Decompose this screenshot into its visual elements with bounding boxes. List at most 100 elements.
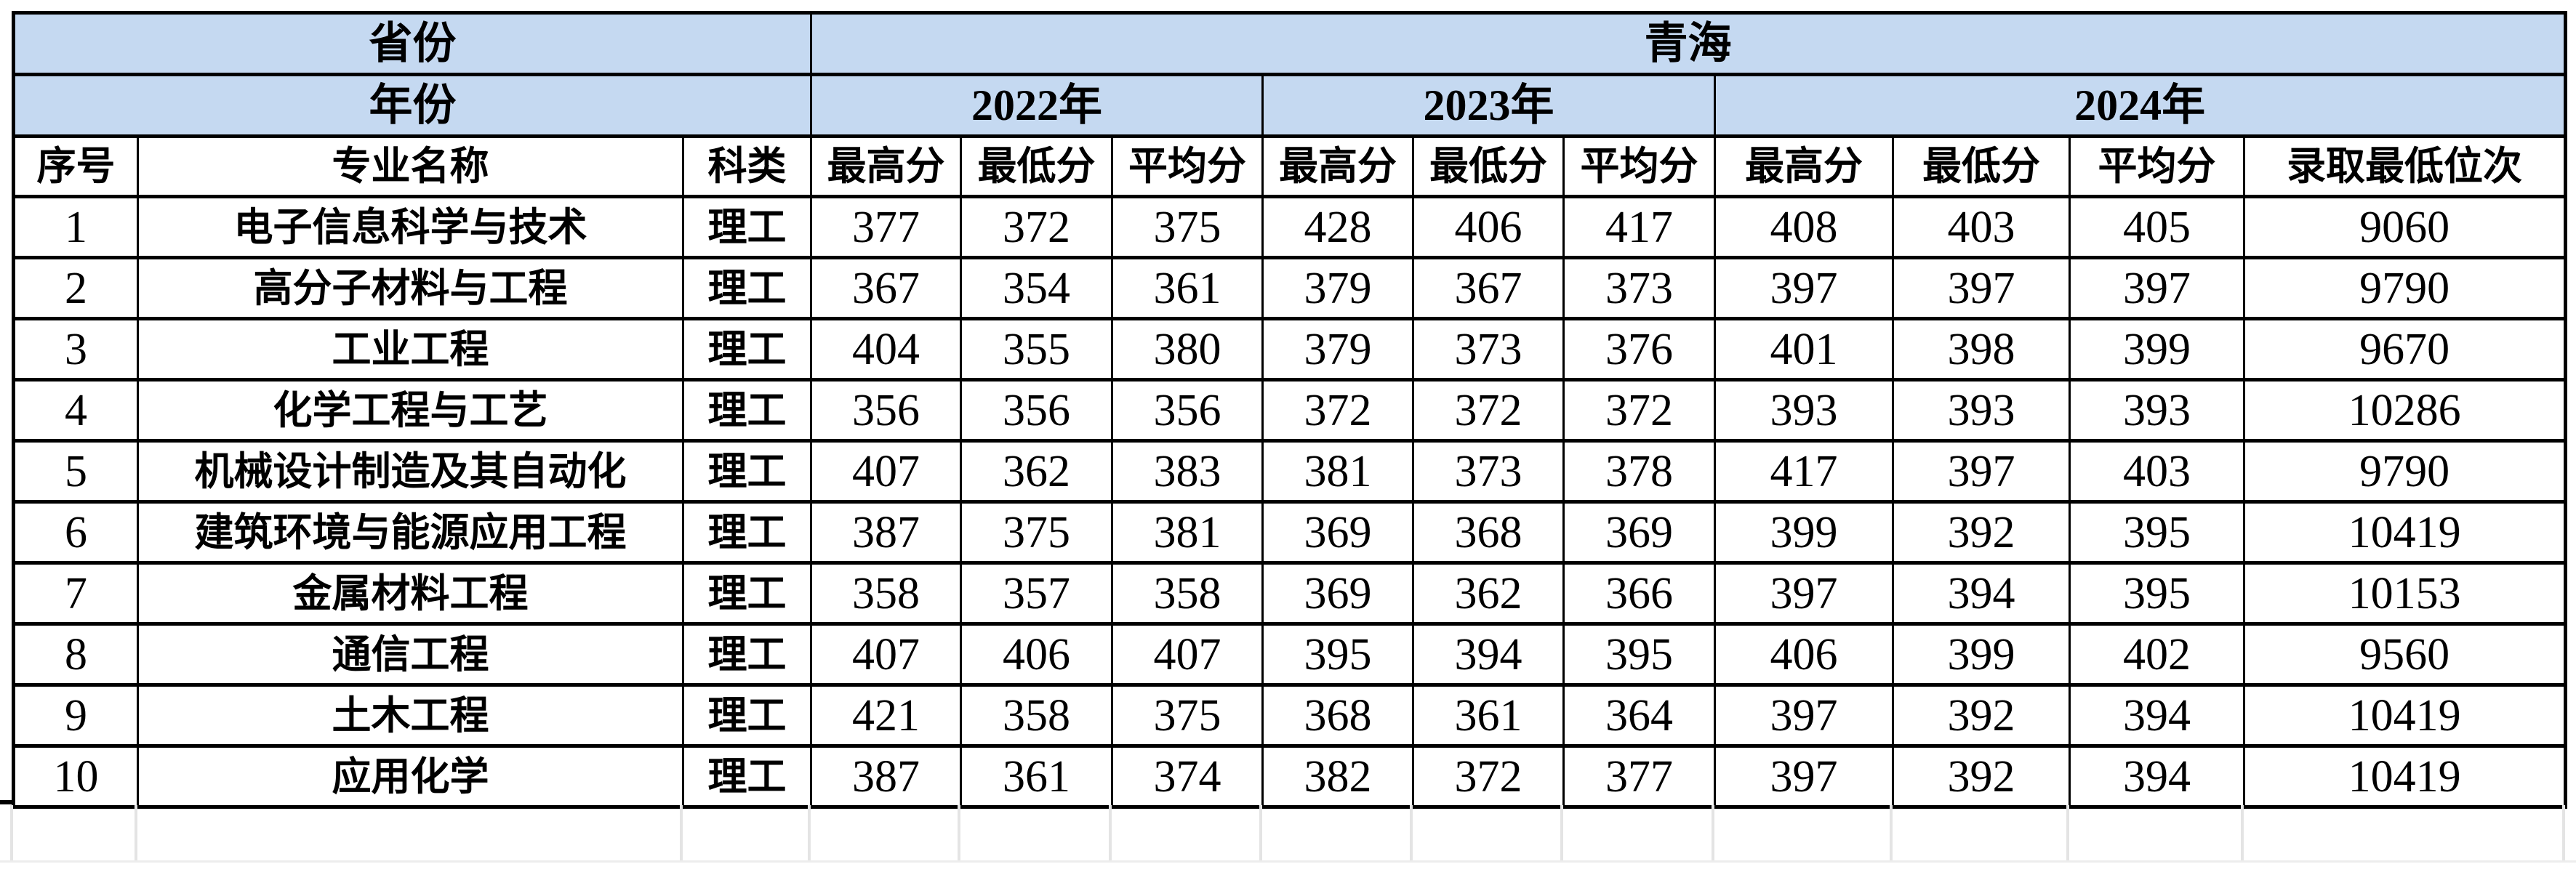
- cell-score: 406: [960, 622, 1114, 687]
- cell-score: 397: [1714, 683, 1895, 748]
- cell-score: 402: [2069, 622, 2246, 687]
- cell-score: 392: [1892, 683, 2071, 748]
- cell-score: 395: [2069, 500, 2246, 565]
- cell-row-number: 4: [12, 378, 139, 443]
- cell-score: 393: [1714, 378, 1895, 443]
- cell-score: 366: [1562, 561, 1717, 626]
- col-header-index: 序号: [12, 134, 139, 198]
- col-header-min-2023: 最低分: [1412, 134, 1565, 198]
- table-row: 2 高分子材料与工程 理工 367 354 361 379 367 373 397 397 397 97…: [12, 256, 2567, 320]
- cell-min-rank: 9560: [2243, 622, 2567, 687]
- cell-score: 367: [1412, 256, 1565, 320]
- cell-major-name: 机械设计制造及其自动化: [137, 439, 684, 504]
- cell-score: 395: [1261, 622, 1415, 687]
- gridline-vertical: [808, 805, 811, 862]
- table-row: 1 电子信息科学与技术 理工 377 372 375 428 406 417 408 403 405 9…: [12, 195, 2567, 259]
- cell-score: 364: [1562, 683, 1717, 748]
- cell-major-name: 工业工程: [137, 317, 684, 382]
- cell-row-number: 7: [12, 561, 139, 626]
- cell-score: 401: [1714, 317, 1895, 382]
- cell-score: 372: [960, 195, 1114, 259]
- cell-score: 369: [1562, 500, 1717, 565]
- cell-score: 397: [2069, 256, 2246, 320]
- cell-score: 356: [810, 378, 963, 443]
- cell-score: 362: [960, 439, 1114, 504]
- cell-min-rank: 9060: [2243, 195, 2567, 259]
- cell-score: 383: [1111, 439, 1264, 504]
- cell-score: 375: [1111, 683, 1264, 748]
- cell-score: 407: [1111, 622, 1264, 687]
- cell-category: 理工: [681, 744, 813, 809]
- cell-score: 403: [2069, 439, 2246, 504]
- admission-scores-table: 省份 青海 年份 2022年 2023年 2024年 序号 专业名称 科类 最高…: [12, 11, 2568, 809]
- cell-score: 428: [1261, 195, 1415, 259]
- cell-min-rank: 9790: [2243, 439, 2567, 504]
- cell-min-rank: 10419: [2243, 744, 2567, 809]
- cell-row-number: 5: [12, 439, 139, 504]
- gridline-vertical: [680, 805, 683, 862]
- year-row: 年份 2022年 2023年 2024年: [12, 73, 2567, 138]
- cell-score: 421: [810, 683, 963, 748]
- cell-score: 356: [1111, 378, 1264, 443]
- cell-score: 372: [1261, 378, 1415, 443]
- cell-score: 399: [2069, 317, 2246, 382]
- cell-category: 理工: [681, 561, 813, 626]
- cell-min-rank: 10286: [2243, 378, 2567, 443]
- province-value: 青海: [810, 11, 2567, 76]
- cell-score: 417: [1714, 439, 1895, 504]
- cell-min-rank: 10419: [2243, 500, 2567, 565]
- cell-category: 理工: [681, 256, 813, 320]
- cell-score: 372: [1562, 378, 1717, 443]
- cell-score: 407: [810, 622, 963, 687]
- cell-score: 398: [1892, 317, 2071, 382]
- table-row: 7 金属材料工程 理工 358 357 358 369 362 366 397 394 395 1015…: [12, 561, 2567, 626]
- table-row: 9 土木工程 理工 421 358 375 368 361 364 397 392 394 10419: [12, 683, 2567, 748]
- cell-category: 理工: [681, 622, 813, 687]
- cell-major-name: 高分子材料与工程: [137, 256, 684, 320]
- cell-score: 399: [1714, 500, 1895, 565]
- cell-score: 387: [810, 744, 963, 809]
- cell-score: 404: [810, 317, 963, 382]
- cell-score: 379: [1261, 317, 1415, 382]
- cell-category: 理工: [681, 317, 813, 382]
- cell-score: 394: [1892, 561, 2071, 626]
- table-row: 5 机械设计制造及其自动化 理工 407 362 383 381 373 378 417 397 40…: [12, 439, 2567, 504]
- cell-score: 395: [2069, 561, 2246, 626]
- col-header-category: 科类: [681, 134, 813, 198]
- table-row: 8 通信工程 理工 407 406 407 395 394 395 406 399 402 9560: [12, 622, 2567, 687]
- cell-score: 368: [1412, 500, 1565, 565]
- cell-score: 367: [810, 256, 963, 320]
- cell-score: 361: [1412, 683, 1565, 748]
- cell-score: 358: [810, 561, 963, 626]
- cell-row-number: 1: [12, 195, 139, 259]
- cell-row-number: 3: [12, 317, 139, 382]
- cell-major-name: 金属材料工程: [137, 561, 684, 626]
- cell-score: 397: [1892, 256, 2071, 320]
- province-label: 省份: [12, 11, 813, 76]
- cell-score: 379: [1261, 256, 1415, 320]
- cell-score: 381: [1261, 439, 1415, 504]
- cell-score: 394: [1412, 622, 1565, 687]
- cell-score: 356: [960, 378, 1114, 443]
- col-header-avg-2023: 平均分: [1562, 134, 1717, 198]
- cell-score: 397: [1714, 561, 1895, 626]
- cell-score: 377: [1562, 744, 1717, 809]
- gridline-vertical: [1259, 805, 1262, 862]
- cell-score: 375: [1111, 195, 1264, 259]
- cell-row-number: 9: [12, 683, 139, 748]
- gridline-vertical: [1560, 805, 1563, 862]
- cell-score: 387: [810, 500, 963, 565]
- cell-category: 理工: [681, 439, 813, 504]
- cell-min-rank: 10419: [2243, 683, 2567, 748]
- cell-row-number: 2: [12, 256, 139, 320]
- cell-score: 369: [1261, 561, 1415, 626]
- col-header-max-2023: 最高分: [1261, 134, 1415, 198]
- year-group-2023: 2023年: [1261, 73, 1717, 138]
- table-bottom-border-extension: [0, 800, 13, 804]
- gridline-horizontal: [0, 860, 2576, 863]
- province-row: 省份 青海: [12, 11, 2567, 76]
- col-header-max-2022: 最高分: [810, 134, 963, 198]
- cell-score: 381: [1111, 500, 1264, 565]
- cell-category: 理工: [681, 378, 813, 443]
